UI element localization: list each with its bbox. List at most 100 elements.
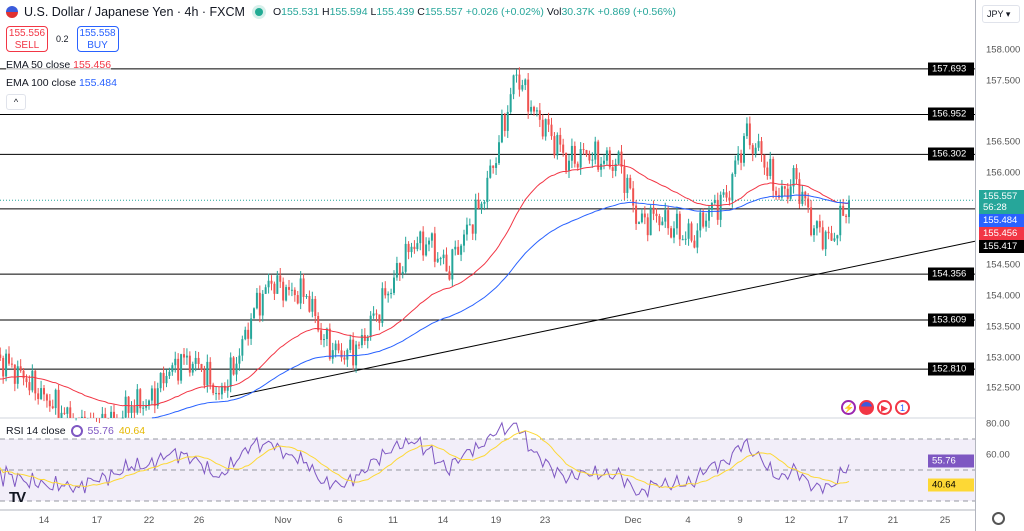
market-open-icon	[254, 8, 263, 16]
candle-body	[807, 198, 810, 208]
price-tick: 154.000	[986, 290, 1021, 302]
candle-body	[250, 318, 253, 339]
candle-body	[521, 85, 524, 90]
candle-body	[66, 407, 69, 414]
candle-body	[203, 369, 206, 386]
candle-body	[690, 223, 693, 241]
spread: 0.2	[56, 34, 69, 44]
us-event-icon-3[interactable]: 1	[895, 400, 910, 415]
candle-body	[8, 353, 10, 364]
candle-body	[763, 154, 766, 168]
event-flash-icon[interactable]: ⚡	[841, 400, 856, 415]
candle-body	[220, 385, 223, 395]
price-tick: 158.000	[986, 44, 1021, 56]
candle-body	[533, 106, 535, 112]
candle-body	[775, 190, 778, 196]
candle-body	[617, 151, 620, 164]
candle-body	[264, 287, 267, 294]
candle-body	[652, 207, 655, 214]
time-tick: 4	[685, 515, 691, 526]
sell-button[interactable]: 155.556 SELL	[6, 26, 48, 52]
candle-body	[150, 388, 153, 401]
candle-body	[258, 292, 261, 316]
time-tick: 17	[837, 515, 849, 526]
candle-body	[276, 275, 279, 294]
candle-body	[328, 328, 331, 359]
price-axis[interactable]: JPY ▾ 158.000 157.500 156.500 156.000 154.50…	[975, 0, 1024, 531]
candle-body	[229, 357, 232, 387]
candle-body	[815, 221, 818, 229]
currency-selector[interactable]: JPY ▾	[982, 5, 1020, 23]
candle-body	[171, 365, 174, 372]
trade-panel: 155.556 SELL 0.2 155.558 BUY	[6, 26, 119, 52]
candle-body	[232, 357, 235, 375]
candle-body	[215, 393, 218, 395]
collapse-legend-button[interactable]: ^	[6, 94, 26, 110]
candle-body	[468, 224, 471, 226]
candle-body	[436, 258, 439, 262]
candle-body	[139, 389, 142, 409]
ema50-legend[interactable]: EMA 50 close 155.456	[6, 59, 112, 71]
candle-body	[174, 358, 177, 366]
candle-body	[591, 159, 594, 161]
candle-body	[334, 343, 337, 351]
candle-body	[743, 136, 745, 163]
candle-body	[839, 205, 842, 236]
candle-body	[238, 355, 241, 364]
candle-body	[495, 163, 498, 168]
candle-body	[296, 295, 299, 304]
candle-body	[702, 212, 705, 227]
candle-body	[22, 370, 25, 379]
candle-body	[323, 339, 325, 341]
candle-body	[314, 298, 317, 317]
candle-body	[547, 119, 550, 125]
candle-body	[285, 287, 288, 301]
candle-body	[827, 231, 830, 234]
candle-body	[183, 354, 185, 358]
candle-body	[416, 243, 419, 250]
candle-body	[541, 119, 544, 137]
us-event-icon-2[interactable]: ▶	[877, 400, 892, 415]
candle-body	[159, 372, 162, 389]
candle-body	[28, 382, 31, 391]
candle-body	[156, 388, 159, 406]
candle-body	[629, 177, 632, 189]
buy-button[interactable]: 155.558 BUY	[76, 26, 119, 52]
candle-body	[247, 329, 250, 339]
candle-body	[439, 258, 442, 260]
candle-body	[731, 174, 734, 201]
chart-canvas[interactable]	[0, 0, 975, 531]
candle-body	[279, 275, 282, 282]
tradingview-logo[interactable]: TV	[9, 489, 26, 506]
settings-icon[interactable]	[992, 512, 1005, 525]
candle-body	[594, 141, 597, 160]
candle-body	[226, 386, 229, 391]
rsi-legend[interactable]: RSI 14 close 55.76 40.64	[6, 425, 146, 437]
candle-body	[492, 165, 495, 168]
ema100-legend[interactable]: EMA 100 close 155.484	[6, 77, 117, 89]
candle-body	[745, 123, 748, 137]
time-tick: 14	[38, 515, 50, 526]
candle-body	[2, 357, 5, 377]
candle-body	[646, 217, 649, 236]
candle-body	[212, 384, 215, 394]
candle-body	[754, 147, 757, 154]
candle-body	[474, 199, 477, 234]
candle-body	[780, 186, 783, 198]
symbol-title[interactable]: U.S. Dollar / Japanese Yen · 4h · FXCM	[24, 5, 245, 19]
candle-body	[620, 151, 623, 167]
us-event-icon[interactable]	[859, 400, 874, 415]
candle-body	[25, 378, 28, 383]
time-tick: 26	[193, 515, 205, 526]
candle-body	[162, 372, 165, 384]
candle-body	[235, 363, 238, 375]
candle-body	[255, 292, 258, 309]
candle-body	[684, 238, 687, 240]
time-tick: 17	[91, 515, 103, 526]
ohlc-readout: O155.531 H155.594 L155.439 C155.557 +0.0…	[272, 6, 676, 18]
candle-body	[705, 220, 708, 227]
time-tick: 19	[490, 515, 502, 526]
candle-body	[737, 153, 740, 161]
candle-body	[527, 79, 530, 112]
candle-body	[127, 396, 130, 413]
